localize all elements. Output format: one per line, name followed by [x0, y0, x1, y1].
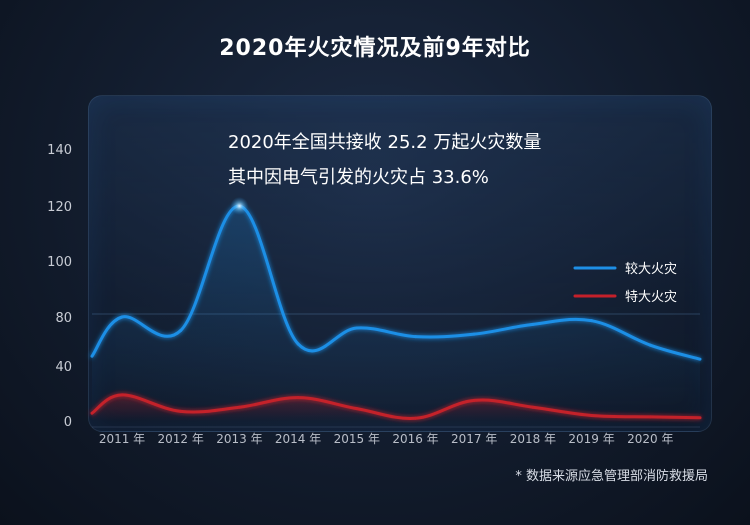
y-tick-label: 120: [47, 200, 72, 215]
x-axis-ticks: 2011 年 2012 年 2013 年 2014 年 2015 年 2016 年 2017…: [99, 432, 674, 446]
x-tick-label: 2016 年: [392, 432, 438, 446]
legend-label: 较大火灾: [625, 261, 677, 277]
x-tick-label: 2019 年: [568, 432, 614, 446]
data-point: [531, 322, 535, 326]
data-point: [414, 335, 417, 339]
y-tick-label: 100: [47, 255, 72, 270]
series-area: [92, 394, 700, 421]
x-tick-label: 2015 年: [334, 432, 380, 446]
x-tick-label: 2017 年: [451, 432, 497, 446]
data-point: [472, 398, 476, 402]
data-point: [472, 332, 476, 336]
annotation-electrical-share: 其中因电气引发的火灾占 33.6%: [228, 167, 489, 188]
y-tick-label: 40: [55, 360, 72, 375]
x-tick-label: 2018 年: [510, 432, 556, 446]
data-point: [355, 407, 359, 411]
x-tick-label: 2014 年: [275, 432, 321, 446]
data-point: [120, 315, 124, 319]
data-point: [648, 343, 652, 347]
y-tick-label: 0: [64, 415, 72, 430]
x-tick-label: 2011 年: [99, 432, 145, 446]
data-point: [590, 319, 594, 323]
peak-highlight: [230, 197, 249, 215]
series-line-major-fires: [90, 393, 702, 420]
y-tick-label: 80: [55, 311, 72, 326]
data-point: [414, 416, 417, 420]
series-lines: [90, 197, 702, 421]
data-point: [179, 328, 183, 332]
data-point: [590, 414, 594, 417]
data-point: [237, 405, 241, 409]
y-axis-ticks: 0 40 80 100 120 140: [47, 143, 72, 430]
chart-title: 2020年火灾情况及前9年对比: [219, 36, 531, 61]
data-source-note: * 数据来源应急管理部消防救援局: [515, 469, 708, 484]
x-tick-label: 2012 年: [158, 432, 204, 446]
data-point: [531, 405, 535, 409]
x-tick-label: 2013 年: [216, 432, 262, 446]
annotation-total-fires: 2020年全国共接收 25.2 万起火灾数量: [228, 132, 542, 153]
data-point: [296, 342, 300, 346]
x-tick-label: 2020 年: [627, 432, 673, 446]
data-point: [120, 393, 124, 397]
data-point: [355, 326, 359, 330]
y-tick-label: 140: [47, 143, 72, 158]
data-point: [179, 409, 183, 413]
data-point: [648, 415, 652, 419]
legend-label: 特大火灾: [625, 289, 677, 305]
series-area: [92, 205, 700, 421]
data-point: [296, 396, 300, 400]
